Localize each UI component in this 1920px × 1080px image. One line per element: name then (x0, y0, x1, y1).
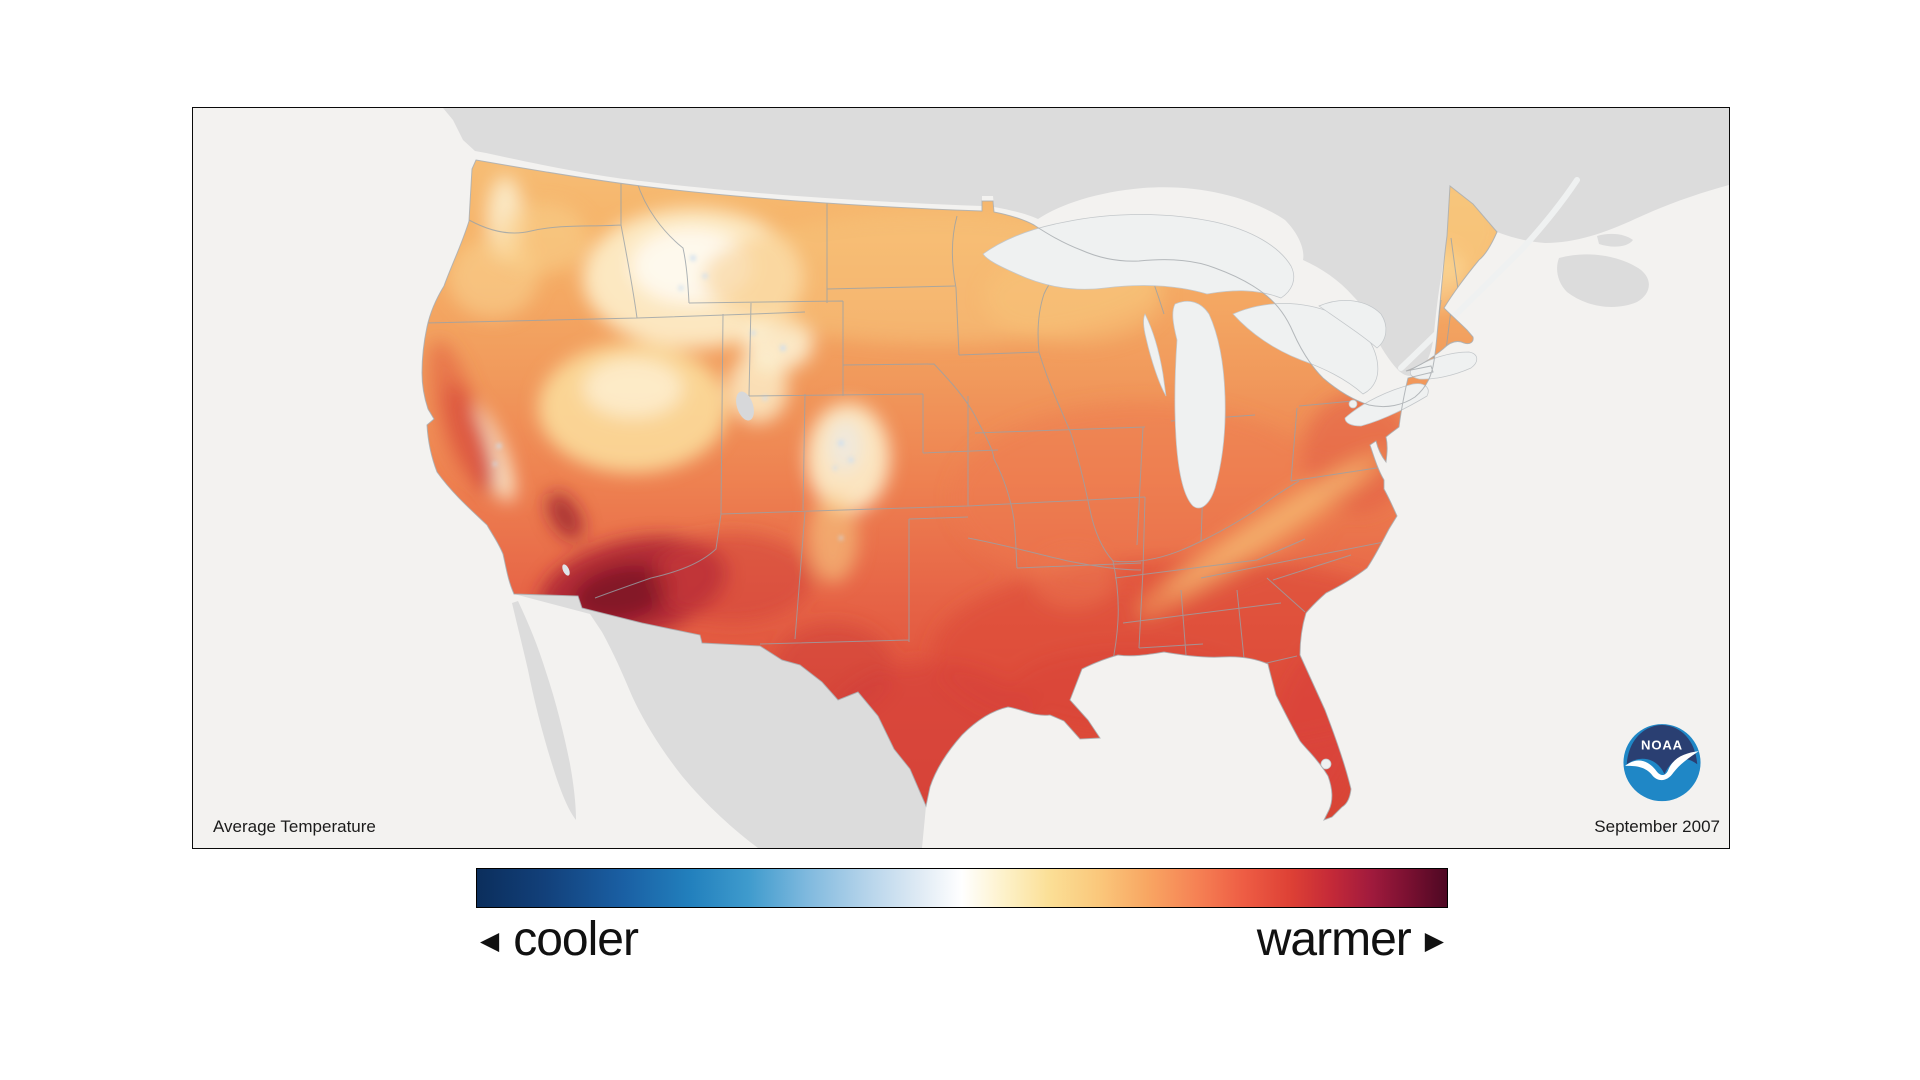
lake-huron (1232, 303, 1379, 395)
st-lawrence-river (1398, 177, 1580, 371)
lake-st-clair (1348, 399, 1358, 409)
canada-landmass (443, 108, 1729, 376)
cooler-end: ◀ cooler (480, 913, 639, 966)
lake-michigan (1172, 300, 1226, 509)
lake-okeechobee (1320, 758, 1332, 770)
baja-california (512, 601, 576, 820)
seagull-icon (1625, 751, 1699, 781)
salton-sea (562, 564, 570, 576)
temperature-legend: ◀ cooler warmer ▶ (476, 868, 1448, 965)
us-temperature-map (193, 108, 1729, 848)
map-title: Average Temperature (213, 817, 376, 836)
warmer-end: warmer ▶ (1256, 913, 1444, 966)
noaa-logo-navy-shell (1626, 724, 1698, 775)
map-date: September 2007 (1594, 817, 1720, 836)
map-panel: Average Temperature September 2007 NOAA (192, 107, 1730, 849)
color-scale-labels: ◀ cooler warmer ▶ (476, 913, 1448, 966)
noaa-logo-text: NOAA (1641, 738, 1683, 753)
color-scale-bar (476, 868, 1448, 908)
cold-mountain-spots (493, 255, 854, 540)
left-arrow-icon: ◀ (480, 927, 500, 956)
lake-erie (1344, 383, 1429, 427)
cooler-label: cooler (513, 913, 639, 966)
georgian-bay (1318, 300, 1387, 349)
great-lakes (982, 214, 1478, 770)
noaa-logo: NOAA (1623, 724, 1701, 802)
warmer-label: warmer (1256, 913, 1412, 966)
great-salt-lake (736, 391, 754, 421)
mexico-landmass (512, 594, 926, 848)
lake-superior (982, 214, 1295, 299)
right-arrow-icon: ▶ (1424, 927, 1444, 956)
green-bay (1143, 313, 1167, 397)
prince-edward-island (1597, 233, 1633, 247)
nova-scotia (1557, 254, 1649, 307)
